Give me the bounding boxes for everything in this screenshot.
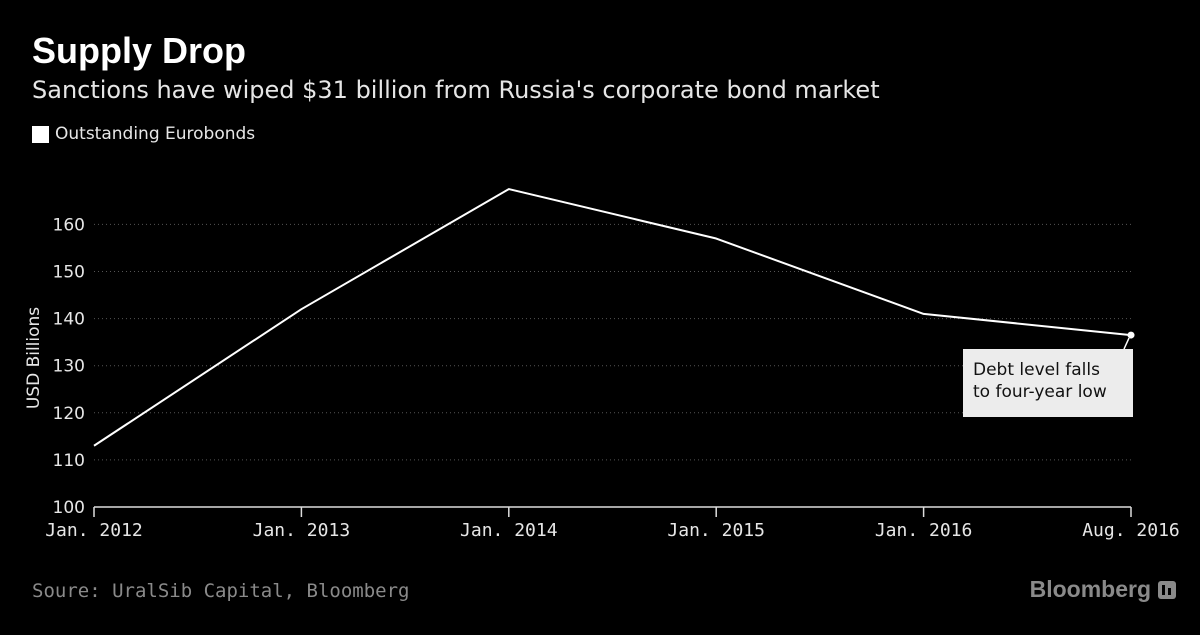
y-axis-label: USD Billions xyxy=(24,307,44,409)
bloomberg-logo-icon xyxy=(1158,580,1176,599)
y-tick-label: 150 xyxy=(53,263,85,283)
legend: Outstanding Eurobonds xyxy=(32,124,255,144)
annotation-callout: Debt level falls to four-year low xyxy=(963,349,1133,417)
x-tick-label: Jan. 2012 xyxy=(45,520,143,541)
chart-title: Supply Drop xyxy=(32,30,246,71)
x-tick-label: Jan. 2014 xyxy=(460,520,558,541)
brand: Bloomberg xyxy=(1030,576,1176,603)
x-tick-label: Jan. 2013 xyxy=(253,520,351,541)
y-tick-label: 160 xyxy=(53,215,85,235)
annotation-line-2: to four-year low xyxy=(973,382,1107,402)
y-tick-label: 120 xyxy=(53,404,85,424)
x-tick-label: Aug. 2016 xyxy=(1082,520,1180,541)
y-tick-label: 130 xyxy=(53,357,85,377)
series-line xyxy=(93,188,1132,447)
y-tick-label: 140 xyxy=(53,310,85,330)
callout-leader-line xyxy=(1123,337,1130,350)
chart-subtitle: Sanctions have wiped $31 billion from Ru… xyxy=(32,76,880,104)
brand-name: Bloomberg xyxy=(1029,576,1151,602)
x-tick-label: Jan. 2015 xyxy=(667,520,765,541)
y-tick-label: 110 xyxy=(53,451,85,471)
annotation-line-1: Debt level falls xyxy=(973,360,1100,380)
last-point-marker xyxy=(1127,331,1135,339)
legend-swatch xyxy=(32,125,49,143)
source-note: Soure: UralSib Capital, Bloomberg xyxy=(32,580,410,602)
legend-label: Outstanding Eurobonds xyxy=(55,124,256,144)
x-tick-label: Jan. 2016 xyxy=(875,520,973,541)
y-tick-label: 100 xyxy=(53,498,85,518)
